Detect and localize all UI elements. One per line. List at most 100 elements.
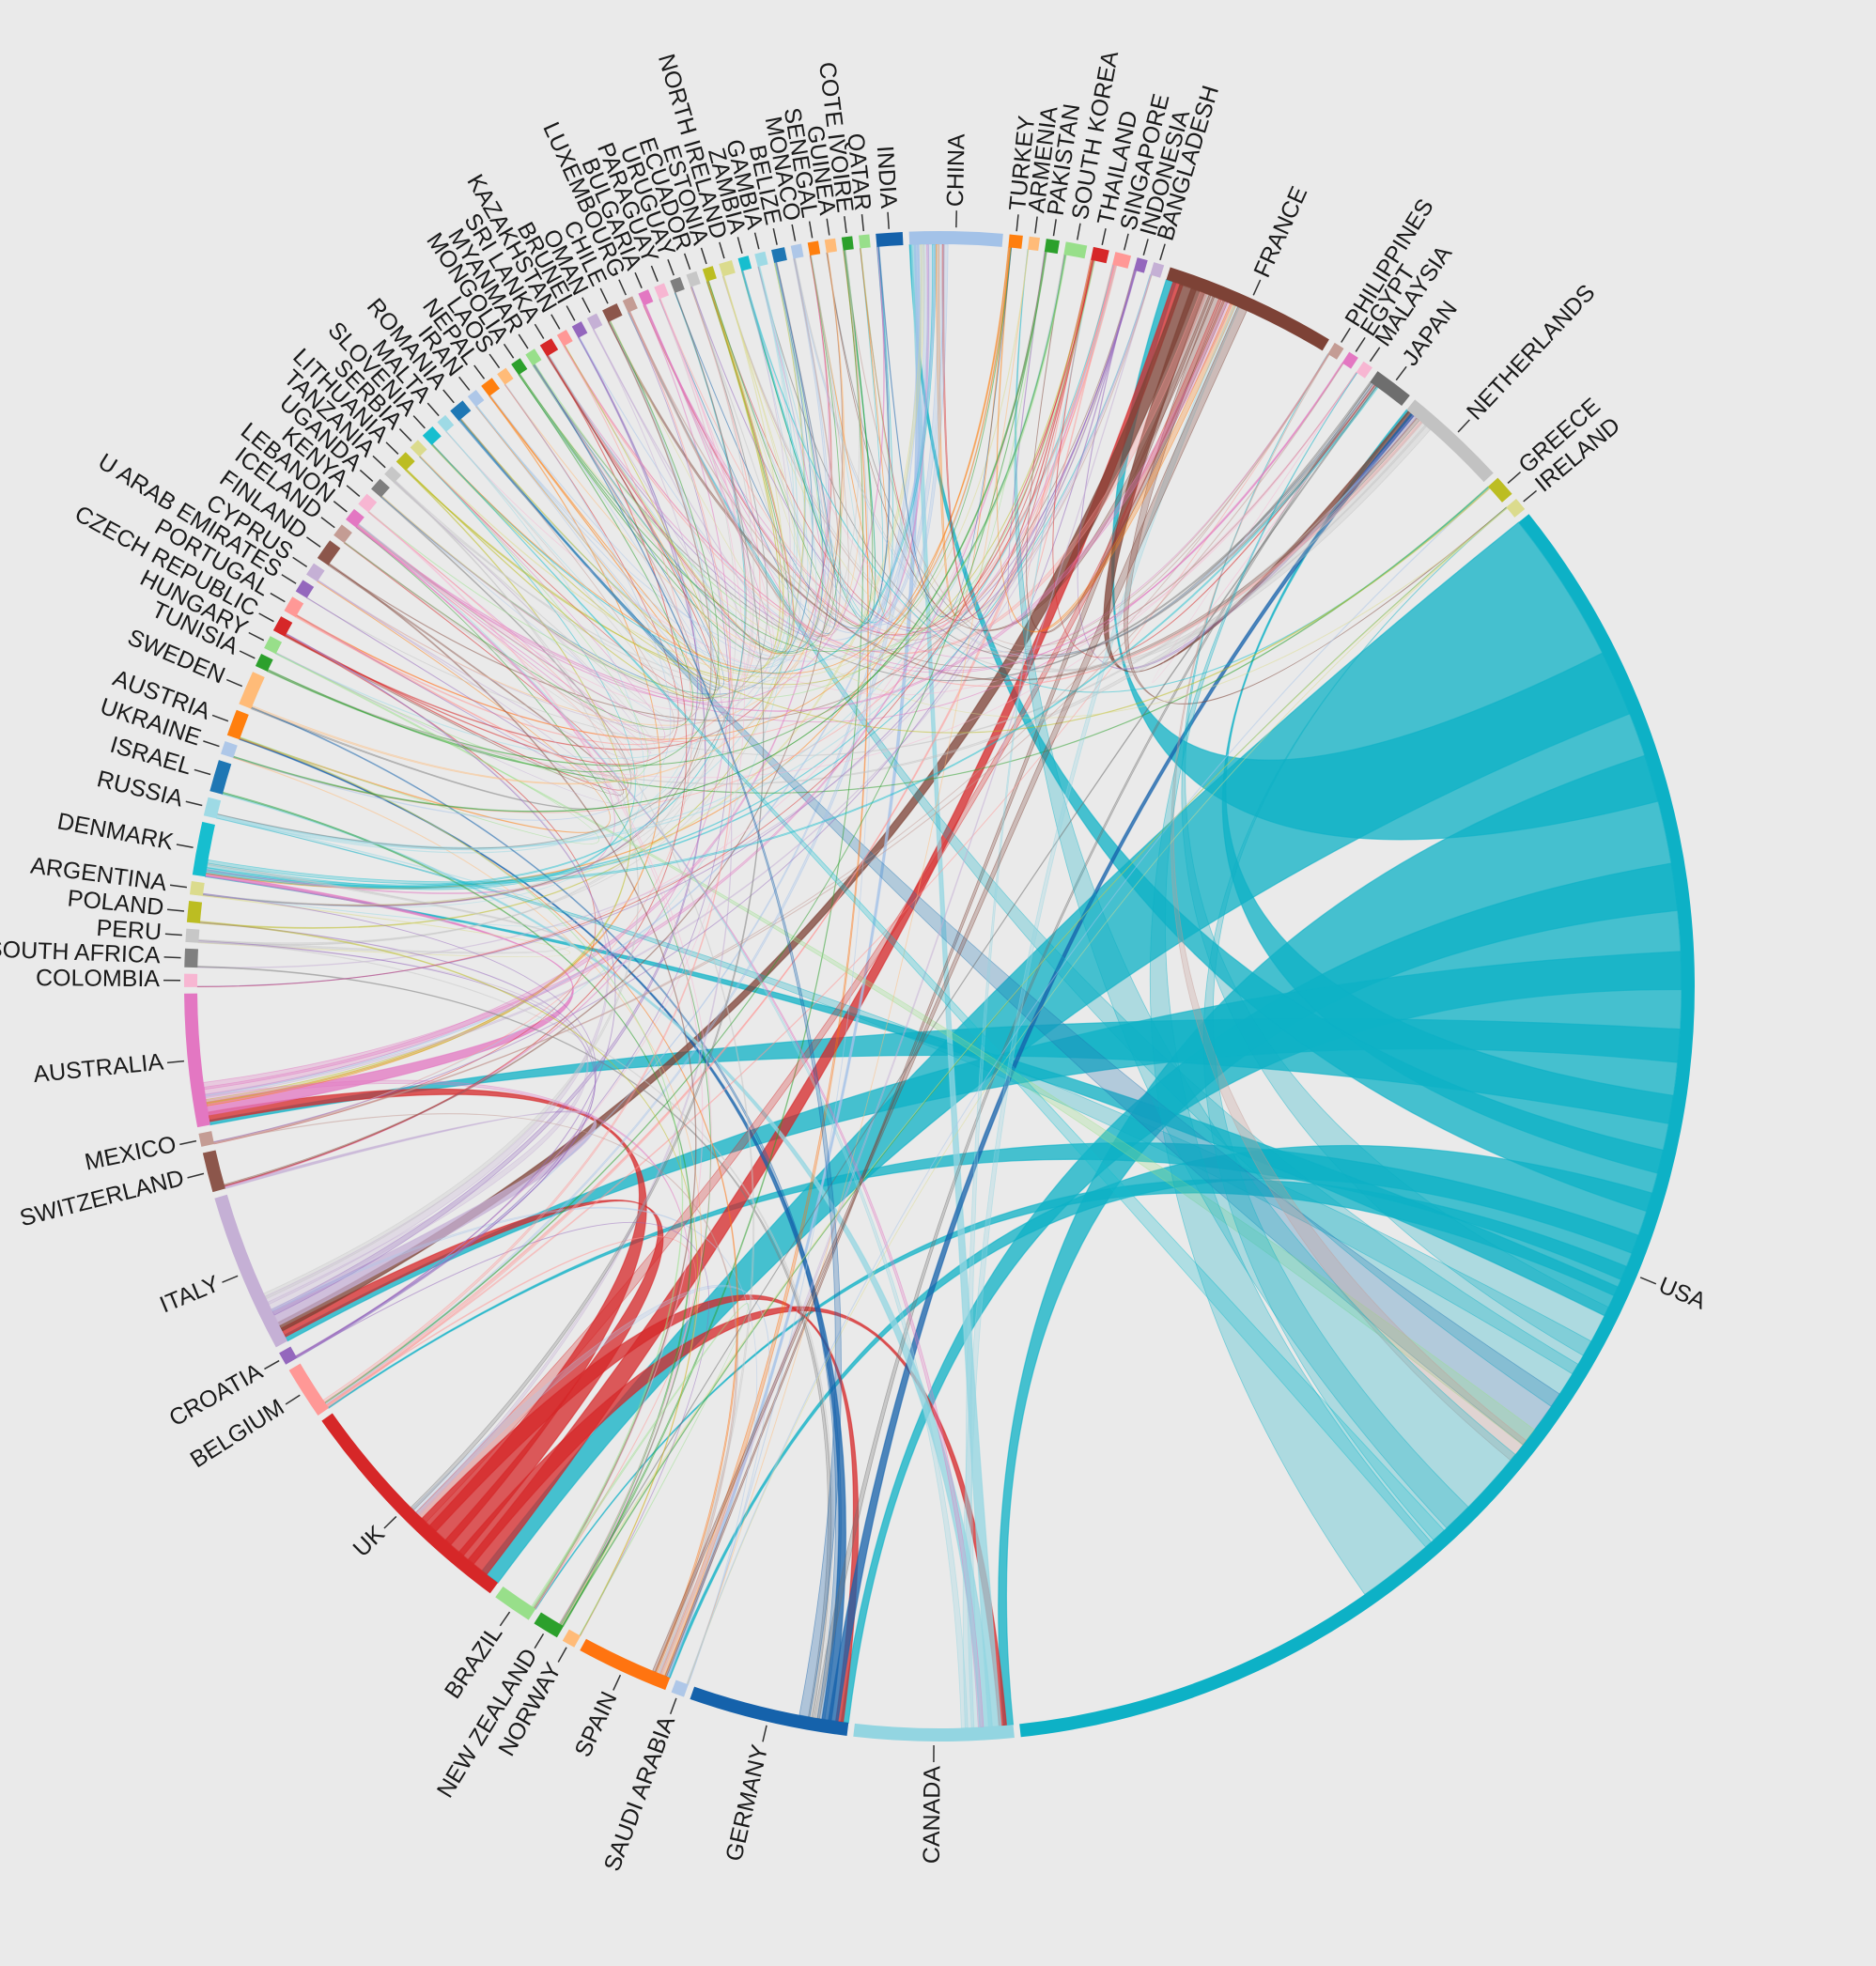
arc-romania[interactable] xyxy=(450,400,472,422)
arc-finland[interactable] xyxy=(317,540,341,565)
arc-belgium[interactable] xyxy=(288,1363,330,1416)
arc-austria[interactable] xyxy=(226,709,249,740)
arc-singapore[interactable] xyxy=(1112,252,1132,269)
arc-cote-ivoire[interactable] xyxy=(841,236,854,251)
arc-south-korea[interactable] xyxy=(1063,241,1088,259)
arc-netherlands[interactable] xyxy=(1406,399,1494,483)
ribbon-belize-myanmar xyxy=(533,261,824,653)
arc-new-zealand[interactable] xyxy=(534,1612,564,1638)
tick-egypt xyxy=(1355,336,1366,352)
arc-egypt[interactable] xyxy=(1341,351,1358,369)
arc-tunisia[interactable] xyxy=(255,654,273,672)
arc-sweden[interactable] xyxy=(239,672,265,709)
arc-norway[interactable] xyxy=(562,1629,581,1648)
arc-gambia[interactable] xyxy=(754,251,768,268)
arc-kenya[interactable] xyxy=(358,493,378,513)
arc-bulgaria[interactable] xyxy=(638,289,654,306)
arc-colombia[interactable] xyxy=(184,973,198,987)
arc-uk[interactable] xyxy=(321,1413,499,1594)
arc-ecuador[interactable] xyxy=(686,271,701,287)
arc-slovenia[interactable] xyxy=(422,426,442,445)
arc-lebanon[interactable] xyxy=(346,508,364,528)
arc-myanmar[interactable] xyxy=(525,348,542,366)
arc-qatar[interactable] xyxy=(858,234,871,249)
arc-saudi-arabia[interactable] xyxy=(671,1680,689,1697)
arc-denmark[interactable] xyxy=(192,821,215,877)
arc-cyprus[interactable] xyxy=(306,563,325,582)
arc-iran[interactable] xyxy=(467,390,485,408)
arc-sri-lanka[interactable] xyxy=(539,338,559,357)
arc-mongolia[interactable] xyxy=(511,358,528,376)
arc-italy[interactable] xyxy=(214,1194,288,1348)
arc-lithuania[interactable] xyxy=(395,452,415,472)
arc-croatia[interactable] xyxy=(279,1346,298,1365)
arc-nepal[interactable] xyxy=(481,378,500,397)
arc-paraguay[interactable] xyxy=(654,283,670,300)
tick-austria xyxy=(211,714,229,722)
arc-indonesia[interactable] xyxy=(1133,257,1148,273)
arc-kazakhstan[interactable] xyxy=(556,329,573,347)
arc-chile[interactable] xyxy=(602,303,623,323)
arc-malaysia[interactable] xyxy=(1356,361,1372,379)
arc-ireland[interactable] xyxy=(1506,498,1526,518)
arc-russia[interactable] xyxy=(203,797,222,819)
arc-north-ireland[interactable] xyxy=(719,259,736,277)
arc-canada[interactable] xyxy=(853,1723,1015,1742)
arc-iceland[interactable] xyxy=(333,524,352,544)
arc-hungary[interactable] xyxy=(264,636,283,655)
arc-luxembourg[interactable] xyxy=(622,296,638,313)
arc-belize[interactable] xyxy=(771,247,787,263)
ribbon-singapore-belgium xyxy=(326,264,1114,1408)
arc-laos[interactable] xyxy=(497,367,514,385)
arc-serbia[interactable] xyxy=(410,440,427,457)
ribbon-turkey-portugal xyxy=(296,247,1010,740)
tick-croatia xyxy=(264,1359,280,1370)
arc-poland[interactable] xyxy=(186,900,203,923)
arc-czech-republic[interactable] xyxy=(272,616,293,637)
arc-turkey[interactable] xyxy=(1008,234,1023,249)
arc-oman[interactable] xyxy=(586,313,603,331)
arc-zambia[interactable] xyxy=(737,255,752,271)
arc-estonia[interactable] xyxy=(702,266,717,282)
arc-india[interactable] xyxy=(876,231,904,247)
arc-france[interactable] xyxy=(1166,267,1329,351)
arc-brunei[interactable] xyxy=(571,321,588,338)
arc-bangladesh[interactable] xyxy=(1150,262,1165,278)
arc-portugal[interactable] xyxy=(284,596,304,618)
arc-spain[interactable] xyxy=(580,1638,671,1691)
arc-uruguay[interactable] xyxy=(670,276,685,293)
arc-australia[interactable] xyxy=(184,993,210,1128)
arc-monaco[interactable] xyxy=(790,243,804,259)
arc-pakistan[interactable] xyxy=(1044,239,1060,255)
arc-malta[interactable] xyxy=(437,414,455,432)
ribbon-netherlands-u-arab-emirates xyxy=(306,416,1419,756)
ribbon-finland-brazil xyxy=(328,563,697,1609)
arc-argentina[interactable] xyxy=(189,880,205,896)
arc-mexico[interactable] xyxy=(198,1131,215,1147)
ribbon-thailand-estonia xyxy=(707,259,1094,629)
tick-australia xyxy=(166,1060,185,1064)
arc-guinea[interactable] xyxy=(824,238,837,254)
arc-u-arab-emirates[interactable] xyxy=(295,580,315,598)
arc-israel[interactable] xyxy=(209,760,232,795)
arc-south-africa[interactable] xyxy=(184,948,198,968)
arc-china[interactable] xyxy=(908,230,1003,247)
arc-armenia[interactable] xyxy=(1027,236,1041,252)
arc-germany[interactable] xyxy=(690,1686,849,1736)
arc-japan[interactable] xyxy=(1370,371,1410,406)
ribbon-indonesia-ecuador xyxy=(690,270,1137,633)
arc-ukraine[interactable] xyxy=(221,741,238,758)
arc-brazil[interactable] xyxy=(495,1587,536,1620)
arc-senegal[interactable] xyxy=(807,240,821,256)
ribbon-china-luxembourg xyxy=(628,243,945,634)
ribbon-south-africa-germany xyxy=(196,966,832,1718)
arc-uganda[interactable] xyxy=(371,478,390,498)
tick-greece xyxy=(1507,471,1522,485)
arc-peru[interactable] xyxy=(185,928,200,943)
arc-thailand[interactable] xyxy=(1091,246,1109,264)
arc-tanzania[interactable] xyxy=(384,466,402,484)
arc-layer xyxy=(184,230,1695,1742)
arc-switzerland[interactable] xyxy=(202,1150,225,1193)
arc-philippines[interactable] xyxy=(1327,342,1344,360)
arc-greece[interactable] xyxy=(1488,477,1512,503)
